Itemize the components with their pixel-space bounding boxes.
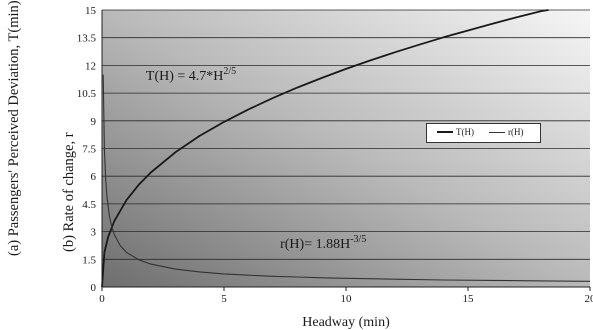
y-tick-label: 3 xyxy=(91,227,97,239)
y-tick-label: 6 xyxy=(91,171,97,183)
x-tick-labels: 0 5 10 15 20 xyxy=(99,293,593,305)
y-tick-label: 12 xyxy=(85,60,96,72)
x-tick-label: 15 xyxy=(463,293,475,305)
x-tick-label: 10 xyxy=(341,293,353,305)
x-tick-label: 5 xyxy=(221,293,227,305)
y-tick-label: 7.5 xyxy=(82,144,96,156)
y-tick-label: 4.5 xyxy=(82,199,96,211)
legend: T(H) r(H) xyxy=(426,123,541,143)
axes xyxy=(101,10,591,291)
x-tick-label: 0 xyxy=(99,293,105,305)
y-axis-label-b: (b) Rate of change, r xyxy=(61,132,77,252)
annotation-r-formula: r(H)= 1.88H-3/5 xyxy=(280,234,366,252)
legend-swatch-r xyxy=(489,131,505,133)
y-tick-label: 10.5 xyxy=(77,88,97,100)
y-tick-label: 9 xyxy=(91,116,97,128)
y-tick-label: 15 xyxy=(85,5,97,17)
series-line-r xyxy=(102,74,591,282)
legend-item-t: T(H) xyxy=(437,127,474,137)
annotation-t-formula: T(H) = 4.7*H2/5 xyxy=(146,66,236,84)
y-axis-label-a: (a) Passengers' Perceived Deviation, T(m… xyxy=(6,0,22,256)
legend-item-r: r(H) xyxy=(489,127,524,137)
y-tick-label: 1.5 xyxy=(82,254,96,266)
y-tick-label: 0 xyxy=(91,282,97,294)
legend-label-t: T(H) xyxy=(456,127,474,137)
grid-lines xyxy=(102,9,590,260)
series-lines xyxy=(101,9,591,288)
x-axis-label: Headway (min) xyxy=(302,315,390,330)
annotations: T(H) = 4.7*H2/5 r(H)= 1.88H-3/5 xyxy=(146,66,366,252)
legend-swatch-t xyxy=(437,131,453,133)
x-tick-label: 20 xyxy=(585,293,593,305)
y-tick-labels: 0 1.5 3 4.5 6 7.5 9 10.5 12 13.5 15 xyxy=(77,5,97,294)
series-line-t xyxy=(101,9,549,288)
y-tick-label: 13.5 xyxy=(77,33,97,45)
legend-label-r: r(H) xyxy=(508,127,524,137)
